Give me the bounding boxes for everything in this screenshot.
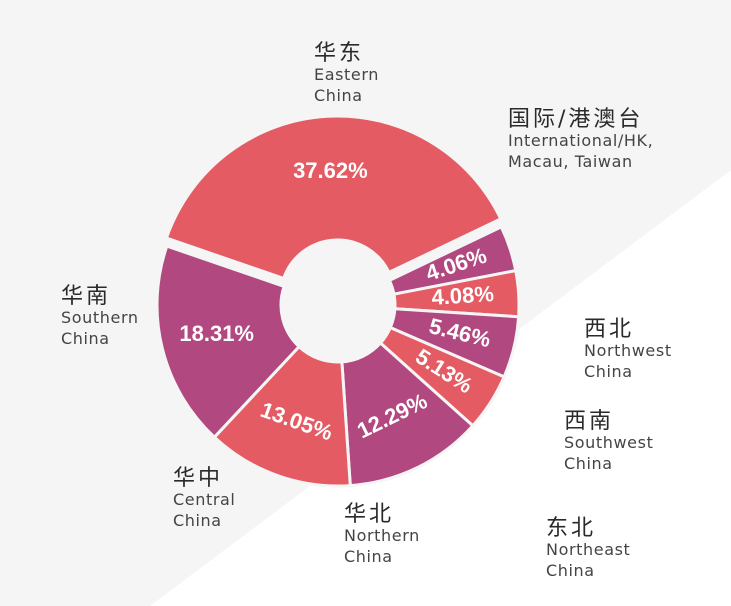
label-northwest-china: 西北 Northwest China xyxy=(584,317,672,381)
label-northeast-china: 东北 Northeast China xyxy=(546,516,631,580)
label-northern-china: 华北 Northern China xyxy=(344,502,420,566)
slice-percent-label: 18.31% xyxy=(179,321,254,346)
label-central-china: 华中 Central China xyxy=(173,466,236,530)
label-eastern-china: 华东 Eastern China xyxy=(314,41,380,105)
slice-percent-label: 4.08% xyxy=(431,281,495,310)
label-international: 国际/港澳台 International/HK, Macau, Taiwan xyxy=(508,107,654,171)
donut-slice xyxy=(212,344,352,488)
label-southern-china: 华南 Southern China xyxy=(61,284,139,348)
slice-percent-label: 37.62% xyxy=(293,158,368,183)
donut-slice xyxy=(155,244,302,440)
donut-slice xyxy=(164,114,503,281)
donut-slice xyxy=(340,340,475,488)
label-southwest-china: 西南 Southwest China xyxy=(564,409,654,473)
